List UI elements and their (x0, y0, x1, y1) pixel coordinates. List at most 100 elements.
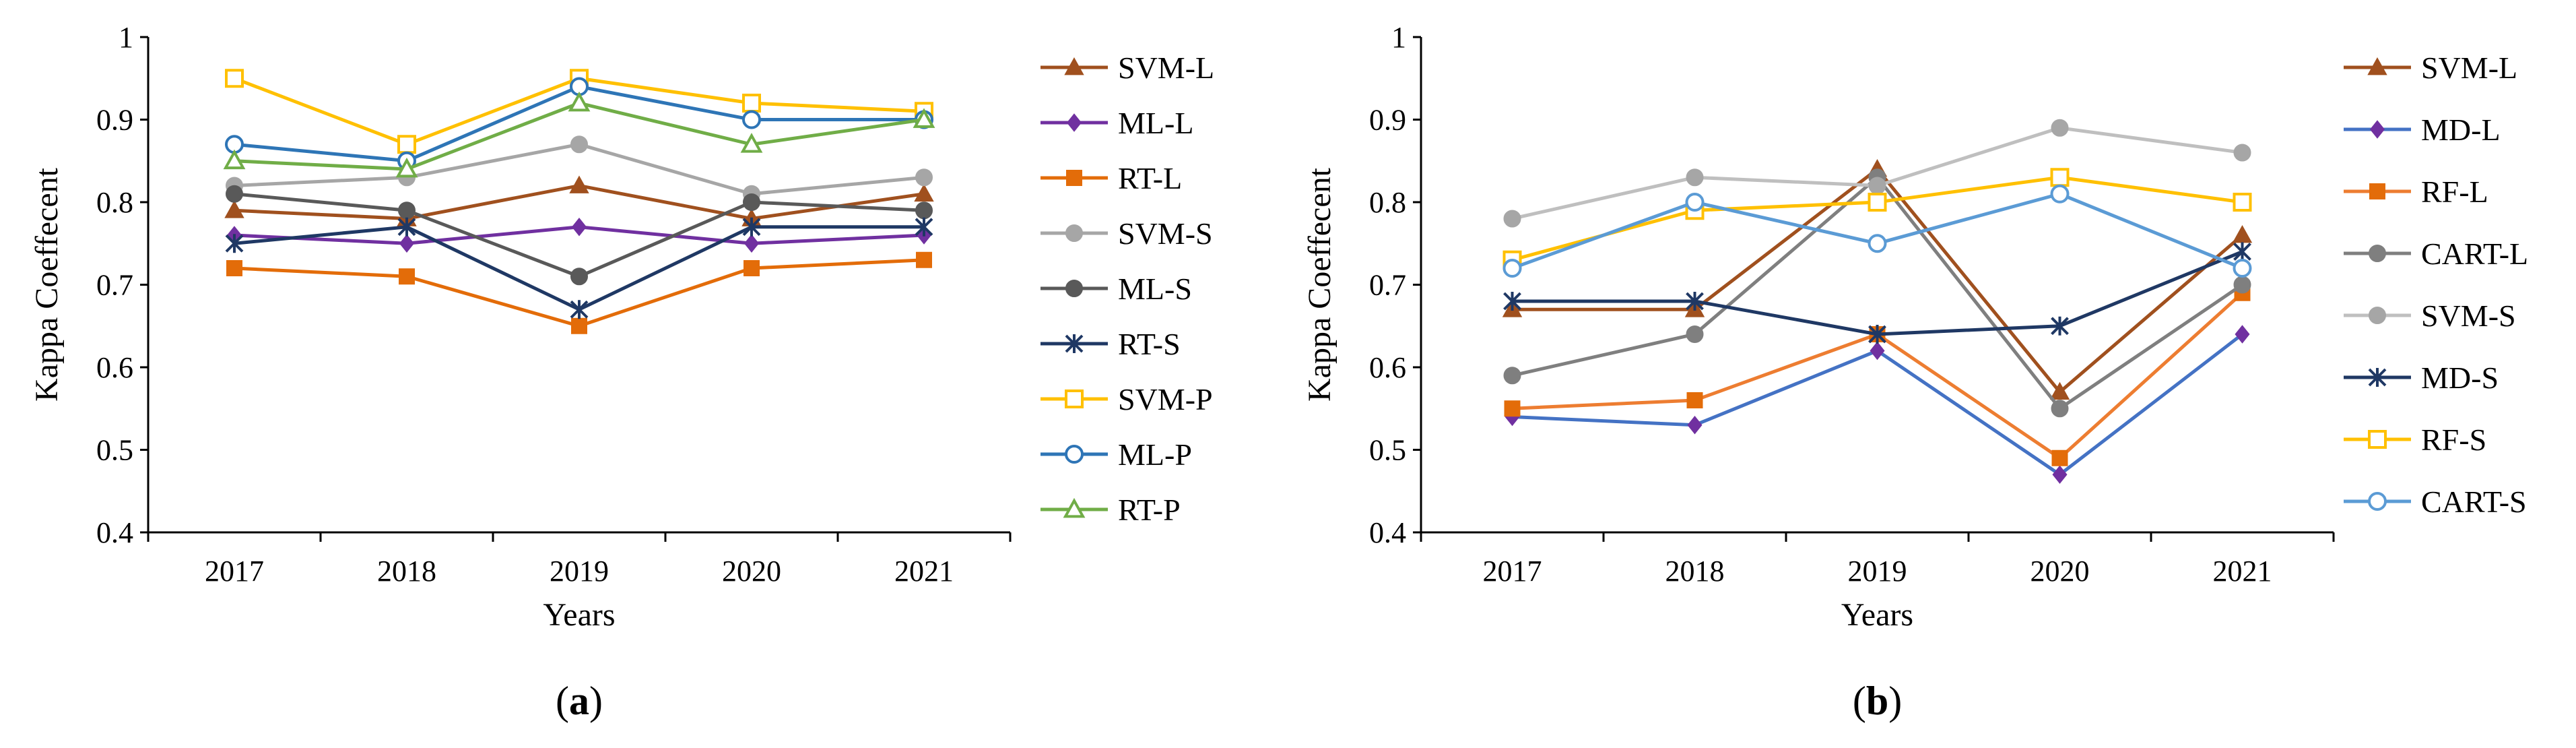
x-tick-label: 2018 (377, 555, 436, 588)
legend-marker (1065, 445, 1084, 464)
x-tick-label: 2017 (1483, 555, 1542, 588)
data-point (2051, 449, 2068, 466)
y-tick-label: 0.8 (96, 186, 133, 219)
panel-label: (b) (1853, 679, 1902, 723)
y-tick-label: 0.7 (96, 269, 133, 302)
legend-item: MD-L (2344, 113, 2501, 147)
x-tick-label: 2019 (1848, 555, 1907, 588)
data-point (224, 200, 244, 218)
data-point (571, 317, 587, 334)
data-point (1685, 193, 1705, 212)
legend-item: ML-S (1041, 272, 1192, 306)
legend-item: RT-P (1041, 493, 1181, 527)
legend-label: SVM-P (1118, 382, 1213, 416)
data-point (2235, 325, 2250, 344)
legend-label: SVM-S (2421, 299, 2516, 333)
legend-label: MD-L (2421, 113, 2501, 147)
data-point (226, 260, 242, 276)
data-point (2049, 381, 2070, 400)
data-point (2050, 168, 2070, 187)
data-point (398, 201, 416, 220)
y-tick-label: 0.4 (96, 516, 133, 549)
series-rt-p (223, 91, 935, 178)
y-tick-label: 0.7 (1369, 269, 1406, 302)
data-point (1686, 325, 1704, 343)
y-tick-label: 0.5 (1369, 434, 1406, 467)
panel-label: (a) (556, 679, 603, 723)
y-tick-label: 1 (1391, 21, 1406, 54)
legend-label: RT-S (1118, 327, 1181, 361)
series-rt-s (225, 217, 933, 319)
x-tick-label: 2019 (550, 555, 609, 588)
data-point (399, 234, 415, 253)
data-point (570, 135, 588, 154)
data-point (2051, 400, 2069, 418)
legend-marker (1063, 497, 1086, 518)
series-line (1511, 175, 2243, 411)
data-point (742, 217, 761, 237)
legend-marker (2368, 368, 2387, 387)
series-md-l (1505, 325, 2250, 485)
data-point (2052, 465, 2068, 485)
data-point (913, 108, 935, 128)
y-tick-label: 1 (119, 21, 133, 54)
legend-item: ML-L (1041, 106, 1193, 140)
data-point (1503, 367, 1521, 385)
data-point (1503, 292, 1521, 311)
series-rf-l (1504, 284, 2251, 466)
legend-item: RT-S (1041, 327, 1181, 361)
y-tick-label: 0.4 (1369, 516, 1406, 549)
data-point (569, 175, 589, 193)
series-line (1512, 250, 2243, 336)
series-ml-s (226, 185, 933, 286)
legend-label: CART-L (2421, 237, 2528, 271)
legend-item: CART-L (2344, 237, 2528, 271)
data-point (915, 168, 933, 187)
data-point (399, 268, 415, 285)
data-point (1870, 341, 1885, 361)
legend-marker (1065, 389, 1084, 408)
data-point (397, 135, 416, 154)
data-point (2051, 119, 2069, 137)
legend-label: CART-S (2421, 485, 2527, 519)
x-tick-label: 2021 (2213, 555, 2272, 588)
data-point (742, 110, 761, 129)
x-tick-label: 2020 (2030, 555, 2090, 588)
data-point (1687, 415, 1703, 435)
legend-label: ML-L (1118, 106, 1193, 140)
y-tick-label: 0.8 (1369, 186, 1406, 219)
legend-marker (1066, 113, 1082, 132)
chart-panel-b: 0.4 0.5 0.6 0.7 0.8 0.9 1 2017 2018 2019 2020 2021 Y… (1302, 21, 2528, 723)
data-point (397, 217, 416, 237)
x-tick-label: 2018 (1665, 555, 1725, 588)
data-point (225, 69, 244, 88)
legend-marker (1066, 170, 1082, 186)
x-tick-label: 2020 (722, 555, 781, 588)
legend-marker (1064, 57, 1084, 75)
y-tick-label: 0.9 (96, 104, 133, 137)
data-point (742, 94, 761, 113)
legend-item: CART-S (2344, 485, 2527, 519)
series-rt-l (226, 251, 932, 334)
series-md-s (1503, 242, 2251, 344)
data-point (395, 157, 418, 178)
data-point (1868, 193, 1887, 212)
data-point (1868, 325, 1886, 344)
chart-panel-a: 0.4 0.5 0.6 0.7 0.8 0.9 1 2017 2018 2019 2020 2021 Y… (29, 21, 1214, 723)
y-axis-title: Kappa Coeffecent (1302, 167, 1337, 402)
y-axis-title: Kappa Coeffecent (29, 167, 65, 402)
data-point (570, 268, 588, 286)
legend-item: RF-L (2344, 175, 2488, 209)
data-point (744, 260, 760, 276)
data-point (1686, 168, 1704, 187)
legend-marker (2369, 183, 2385, 199)
data-point (2233, 144, 2251, 162)
data-point (570, 300, 589, 319)
legend-item: SVM-S (1041, 216, 1213, 251)
legend-item: SVM-P (1041, 382, 1213, 416)
data-point (915, 201, 933, 220)
y-tick-label: 0.5 (96, 434, 133, 467)
data-point (2051, 316, 2069, 336)
legend-marker (2369, 120, 2385, 139)
x-tick-label: 2017 (205, 555, 264, 588)
